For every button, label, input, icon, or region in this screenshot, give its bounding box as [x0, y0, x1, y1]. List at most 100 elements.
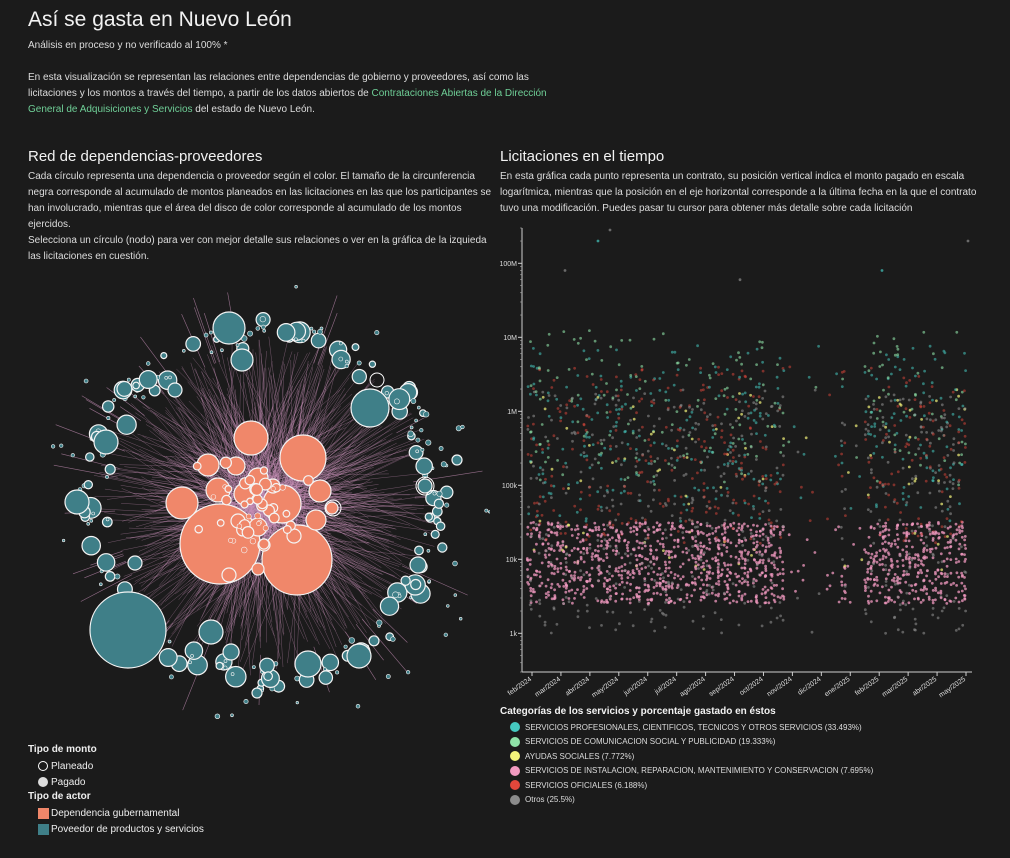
contract-point[interactable]	[526, 525, 530, 529]
contract-point[interactable]	[685, 530, 688, 533]
contract-point[interactable]	[945, 564, 949, 568]
contract-point[interactable]	[884, 505, 887, 509]
contract-point[interactable]	[652, 475, 656, 478]
contract-point[interactable]	[615, 388, 618, 392]
contract-point[interactable]	[964, 571, 968, 574]
contract-point[interactable]	[952, 443, 955, 446]
contract-point[interactable]	[532, 436, 536, 440]
contract-point[interactable]	[755, 454, 758, 458]
contract-point[interactable]	[907, 573, 910, 576]
contract-point[interactable]	[958, 529, 961, 532]
contract-point[interactable]	[964, 442, 967, 446]
contract-point[interactable]	[943, 546, 947, 550]
contract-point[interactable]	[722, 472, 726, 475]
contract-point[interactable]	[620, 597, 624, 601]
contract-point[interactable]	[960, 571, 963, 575]
contract-point[interactable]	[781, 560, 784, 564]
contract-point[interactable]	[640, 365, 644, 368]
contract-point[interactable]	[943, 481, 946, 484]
contract-point[interactable]	[691, 522, 694, 526]
contract-point[interactable]	[631, 405, 635, 408]
contract-point[interactable]	[530, 534, 533, 538]
legend-item[interactable]: AYUDAS SOCIALES (7.772%)	[500, 749, 873, 764]
contract-point[interactable]	[549, 631, 553, 635]
contract-point[interactable]	[599, 453, 603, 457]
contract-point[interactable]	[905, 591, 909, 595]
contract-point[interactable]	[626, 554, 630, 558]
contract-point[interactable]	[638, 378, 642, 381]
contract-point[interactable]	[627, 570, 630, 574]
contract-point[interactable]	[872, 476, 876, 480]
proveedor-node[interactable]	[444, 502, 450, 508]
contract-point[interactable]	[890, 578, 894, 582]
contract-point[interactable]	[649, 432, 653, 436]
contract-point[interactable]	[562, 465, 565, 469]
contract-point[interactable]	[887, 482, 890, 486]
contract-point[interactable]	[913, 479, 917, 483]
contract-point[interactable]	[775, 556, 779, 560]
contract-point[interactable]	[921, 588, 925, 592]
contract-point[interactable]	[735, 358, 738, 362]
contract-point[interactable]	[614, 552, 618, 556]
contract-point[interactable]	[887, 542, 891, 545]
contract-point[interactable]	[555, 533, 559, 537]
contract-point[interactable]	[612, 584, 616, 588]
proveedor-node[interactable]	[59, 443, 64, 448]
contract-point[interactable]	[531, 587, 535, 591]
contract-point[interactable]	[629, 517, 633, 520]
contract-point[interactable]	[550, 544, 554, 547]
contract-point[interactable]	[540, 423, 544, 426]
contract-point[interactable]	[942, 409, 946, 412]
contract-point[interactable]	[596, 539, 600, 542]
contract-point[interactable]	[546, 542, 550, 546]
dependencia-node[interactable]	[282, 525, 292, 535]
contract-point[interactable]	[549, 548, 553, 551]
contract-point[interactable]	[902, 486, 906, 489]
contract-point[interactable]	[895, 345, 899, 348]
contract-point[interactable]	[702, 388, 705, 392]
contract-point[interactable]	[905, 553, 909, 557]
contract-point[interactable]	[611, 526, 615, 530]
contract-point[interactable]	[714, 489, 718, 493]
contract-point[interactable]	[910, 558, 914, 562]
contract-point[interactable]	[563, 269, 567, 272]
contract-point[interactable]	[888, 596, 891, 600]
contract-point[interactable]	[884, 436, 888, 440]
contract-point[interactable]	[597, 528, 601, 531]
contract-point[interactable]	[949, 447, 953, 451]
contract-point[interactable]	[669, 571, 673, 574]
contract-point[interactable]	[697, 567, 700, 570]
contract-point[interactable]	[628, 589, 632, 592]
contract-point[interactable]	[675, 361, 679, 365]
contract-point[interactable]	[717, 543, 720, 547]
contract-point[interactable]	[869, 454, 872, 457]
contract-point[interactable]	[611, 488, 615, 492]
contract-point[interactable]	[867, 460, 871, 464]
contract-point[interactable]	[914, 582, 918, 586]
contract-point[interactable]	[529, 599, 533, 603]
proveedor-node[interactable]	[138, 369, 158, 389]
contract-point[interactable]	[769, 474, 773, 477]
contract-point[interactable]	[840, 490, 844, 493]
contract-point[interactable]	[737, 574, 740, 578]
contract-point[interactable]	[943, 459, 947, 462]
contract-point[interactable]	[907, 495, 911, 498]
contract-point[interactable]	[796, 450, 800, 454]
contract-point[interactable]	[907, 443, 911, 447]
contract-point[interactable]	[579, 397, 583, 401]
contract-point[interactable]	[712, 486, 715, 490]
contract-point[interactable]	[913, 398, 917, 401]
contract-point[interactable]	[691, 498, 695, 502]
contract-point[interactable]	[746, 580, 749, 584]
contract-point[interactable]	[699, 371, 702, 374]
contract-point[interactable]	[758, 479, 761, 483]
contract-point[interactable]	[662, 579, 665, 583]
contract-point[interactable]	[928, 491, 932, 495]
contract-point[interactable]	[588, 579, 592, 583]
contract-point[interactable]	[667, 585, 671, 589]
contract-point[interactable]	[949, 583, 953, 586]
contract-point[interactable]	[570, 576, 573, 579]
contract-point[interactable]	[678, 428, 682, 432]
contract-point[interactable]	[884, 584, 888, 587]
contract-point[interactable]	[661, 505, 665, 508]
